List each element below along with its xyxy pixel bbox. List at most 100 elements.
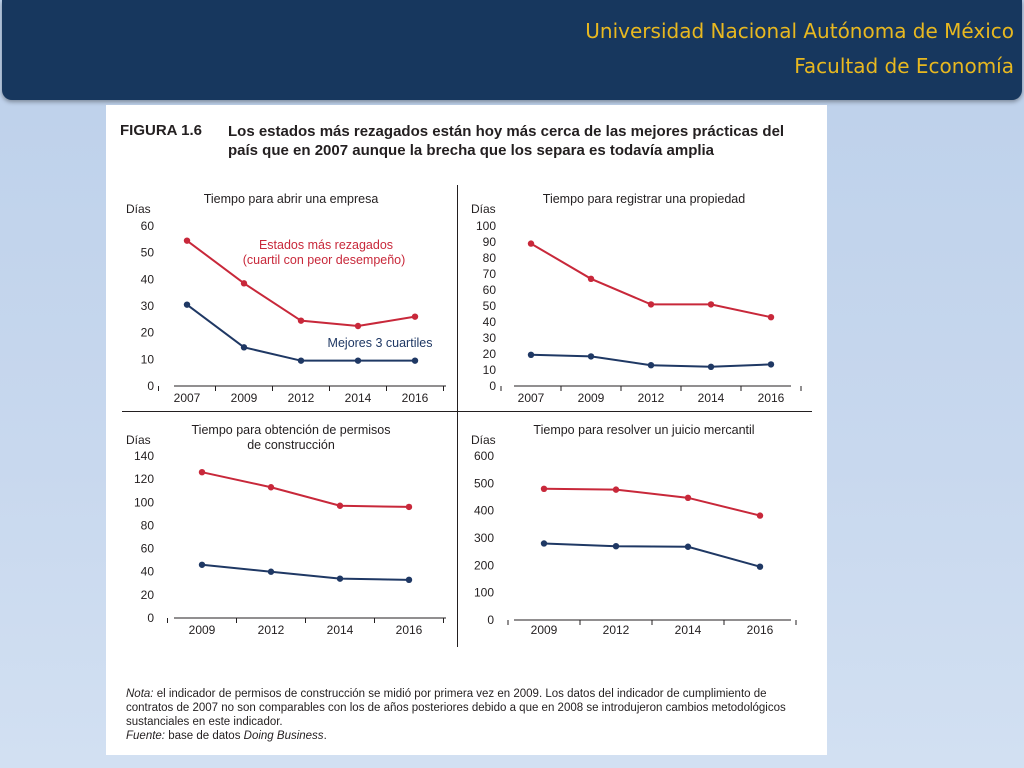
data-point-best [411, 357, 419, 364]
horizontal-divider [122, 411, 812, 412]
y-tick-label: 90 [483, 235, 497, 249]
y-tick-label: 60 [141, 219, 155, 233]
y-tick-label: 50 [141, 246, 155, 260]
x-tick-label: 2009 [578, 391, 605, 405]
data-point-best [336, 575, 344, 582]
y-tick-label: 0 [487, 613, 494, 627]
y-tick-label: 100 [134, 495, 154, 509]
data-point-best [647, 362, 655, 369]
x-tick-label: 2016 [396, 623, 423, 637]
data-point-best [612, 543, 620, 550]
y-tick-label: 80 [141, 518, 155, 532]
y-tick-label: 40 [141, 272, 155, 286]
y-axis-label: Días [126, 202, 151, 216]
y-tick-label: 100 [476, 219, 496, 233]
data-point-lagging [183, 237, 191, 244]
series-line-best [186, 303, 415, 362]
source-end: . [323, 730, 327, 742]
data-point-lagging [198, 469, 206, 476]
x-tick-label: 2009 [531, 623, 558, 637]
data-point-lagging [240, 280, 248, 287]
note-text: el indicador de permisos de construcción… [126, 688, 786, 728]
x-tick-label: 2012 [603, 623, 630, 637]
y-tick-label: 500 [474, 476, 494, 490]
note-label: Nota: [126, 688, 154, 700]
figure-number: FIGURA 1.6 [120, 122, 202, 139]
series-line-best [201, 563, 410, 581]
x-tick-label: 2016 [402, 391, 429, 405]
x-tick-label: 2009 [231, 391, 258, 405]
data-point-lagging [756, 512, 764, 519]
data-point-lagging [336, 502, 344, 509]
y-tick-label: 40 [141, 565, 155, 579]
data-point-lagging [767, 314, 775, 321]
charts-svg: Tiempo para abrir una empresa Días 0 10 20 30… [126, 192, 802, 637]
y-tick-label: 120 [134, 472, 154, 486]
panel-title: Tiempo para obtención de permisos [192, 423, 391, 437]
figure-panel: FIGURA 1.6 Los estados más rezagados est… [106, 105, 827, 755]
x-tick-label: 2007 [518, 391, 545, 405]
data-point-best [587, 353, 595, 360]
panel-title: Tiempo para abrir una empresa [204, 192, 379, 206]
y-tick-label: 100 [474, 586, 494, 600]
x-tick-label: 2012 [288, 391, 315, 405]
x-tick-label: 2014 [345, 391, 372, 405]
y-tick-label: 10 [483, 363, 497, 377]
x-tick-label: 2007 [174, 391, 201, 405]
y-axis-label: Días [471, 433, 496, 447]
slide-header: Universidad Nacional Autónoma de México … [2, 0, 1022, 100]
panel-title: Tiempo para registrar una propiedad [543, 192, 745, 206]
y-tick-label: 140 [134, 449, 154, 463]
data-point-best [540, 540, 548, 547]
faculty-name: Facultad de Economía [794, 54, 1014, 78]
y-tick-label: 80 [483, 251, 497, 265]
y-tick-label: 30 [483, 331, 497, 345]
data-point-best [267, 568, 275, 575]
note-paragraph: Nota: el indicador de permisos de constr… [126, 687, 806, 729]
y-tick-label: 40 [483, 315, 497, 329]
data-point-lagging [354, 322, 362, 330]
data-point-best [707, 363, 715, 370]
y-tick-label: 20 [141, 326, 155, 340]
source-label: Fuente: [126, 730, 165, 742]
x-tick-label: 2016 [747, 623, 774, 637]
x-tick-label: 2014 [698, 391, 725, 405]
annotation-best: Mejores 3 cuartiles [328, 336, 433, 350]
data-point-best [684, 543, 692, 550]
series-line-lagging [201, 471, 410, 508]
y-axis-label: Días [126, 433, 151, 447]
data-point-lagging [405, 503, 413, 511]
y-tick-label: 0 [147, 611, 154, 625]
data-point-best [767, 361, 775, 368]
figure-notes: Nota: el indicador de permisos de constr… [126, 687, 806, 743]
data-point-lagging [647, 301, 655, 308]
data-point-best [183, 301, 191, 308]
x-tick-label: 2014 [675, 623, 702, 637]
data-point-best [756, 563, 764, 570]
panel-title: de construcción [247, 438, 335, 452]
y-tick-label: 60 [483, 283, 497, 297]
y-tick-label: 0 [489, 379, 496, 393]
data-point-lagging [707, 301, 715, 308]
y-tick-label: 200 [474, 558, 494, 572]
y-tick-label: 0 [147, 379, 154, 393]
y-tick-label: 20 [483, 347, 497, 361]
data-point-best [354, 357, 362, 364]
data-point-lagging [411, 313, 419, 320]
data-point-lagging [267, 484, 275, 491]
x-tick-label: 2012 [258, 623, 285, 637]
series-line-best [543, 542, 761, 568]
y-tick-label: 600 [474, 449, 494, 463]
series-line-lagging [543, 487, 761, 517]
source-paragraph: Fuente: base de datos Doing Business. [126, 729, 806, 743]
y-axis-label: Días [471, 202, 496, 216]
y-tick-label: 60 [141, 542, 155, 556]
data-point-best [240, 344, 248, 351]
data-point-best [527, 351, 535, 358]
y-tick-label: 50 [483, 299, 497, 313]
data-point-best [297, 357, 305, 364]
data-point-best [405, 576, 413, 584]
source-text: base de datos [165, 730, 244, 742]
annotation-lagging: Estados más rezagados [259, 238, 393, 252]
data-point-lagging [527, 240, 535, 247]
